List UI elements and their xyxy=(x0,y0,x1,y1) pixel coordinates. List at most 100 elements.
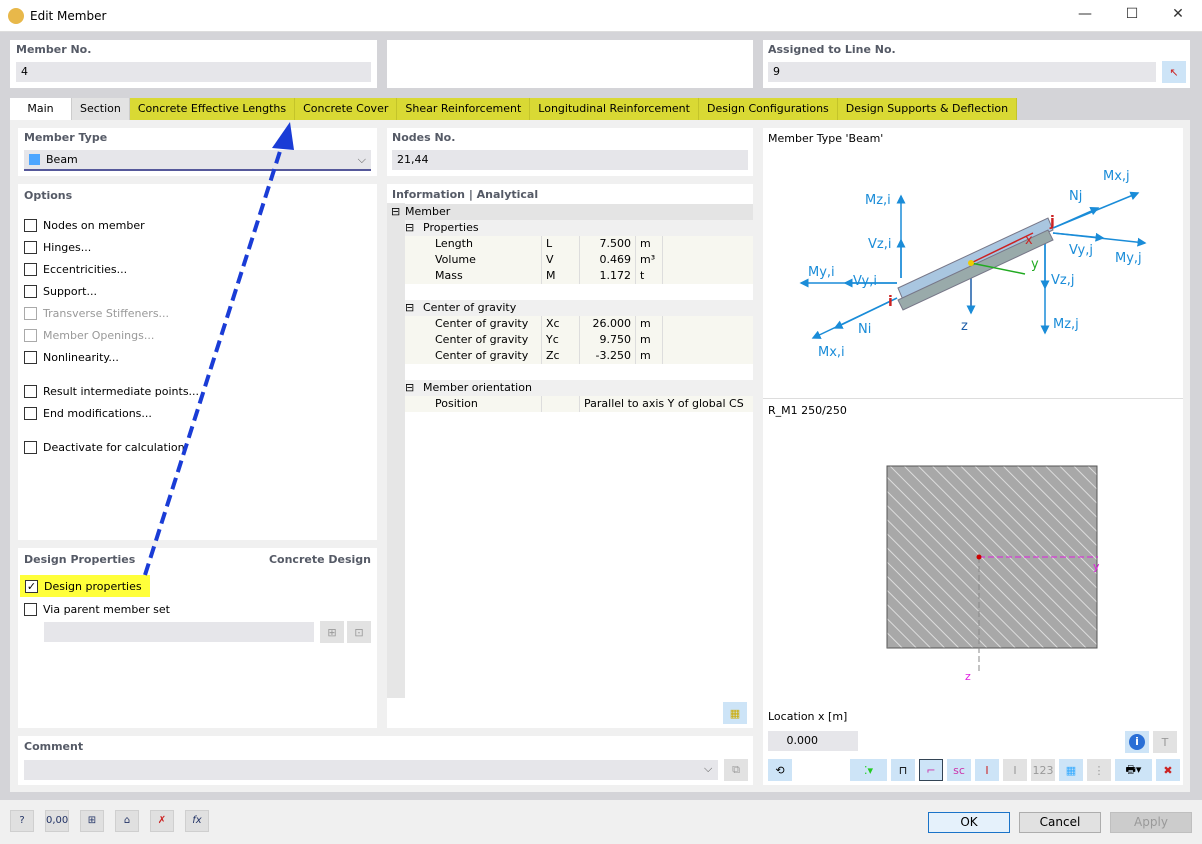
via-parent-text: Via parent member set xyxy=(43,602,170,616)
chevron-down-icon: ⌵ xyxy=(704,762,713,775)
property-unit: t xyxy=(635,268,663,284)
tree-gutter xyxy=(387,203,405,698)
properties-text: Properties xyxy=(423,221,479,234)
option-label: End modifications... xyxy=(43,406,152,420)
option-checkbox[interactable]: Result intermediate points... xyxy=(24,380,371,402)
tab-concrete-effective-lengths[interactable]: Concrete Effective Lengths xyxy=(129,98,296,120)
tab-main[interactable]: Main xyxy=(10,98,72,120)
cancel-button[interactable]: Cancel xyxy=(1019,812,1101,833)
nodes-panel: Nodes No. 21,44 xyxy=(387,128,753,176)
apply-button[interactable]: Apply xyxy=(1110,812,1192,833)
blank-panel xyxy=(387,40,753,88)
option-checkbox[interactable]: Support... xyxy=(24,280,371,302)
label-mxi: Mx,i xyxy=(818,345,845,360)
parent-member-set-input[interactable] xyxy=(44,622,314,642)
dimension-button[interactable]: ⊓ xyxy=(891,759,915,781)
checkbox-icon xyxy=(24,240,37,254)
property-symbol: Zc xyxy=(541,348,579,364)
reset-view-button[interactable]: ✖ xyxy=(1156,759,1180,781)
comment-label: Comment xyxy=(24,740,84,753)
tab-shear-reinforcement[interactable]: Shear Reinforcement xyxy=(397,98,531,120)
member-type-panel: Member Type Beam ⌵ xyxy=(18,128,377,176)
option-checkbox[interactable]: Transverse Stiffeners... xyxy=(24,302,371,324)
ok-button[interactable]: OK xyxy=(928,812,1010,833)
section-view-button[interactable]: T xyxy=(1153,731,1177,753)
location-input[interactable]: 0.000 xyxy=(768,731,858,751)
option-checkbox[interactable]: Member Openings... xyxy=(24,324,371,346)
tab-concrete-cover[interactable]: Concrete Cover xyxy=(295,98,398,120)
info-button[interactable]: i xyxy=(1125,731,1149,753)
label-mxj: Mx,j xyxy=(1103,169,1130,184)
minimize-button[interactable]: — xyxy=(1078,6,1092,22)
orientation-text: Member orientation xyxy=(423,381,532,394)
comment-input[interactable] xyxy=(24,760,718,780)
options-panel: Options Nodes on member Hinges... Eccentri… xyxy=(18,184,377,540)
label-y: y xyxy=(1031,257,1039,272)
shear-center-button[interactable]: sc xyxy=(947,759,971,781)
print-button[interactable]: 🖶▾ xyxy=(1115,759,1152,781)
delete-button[interactable]: ✗ xyxy=(150,810,174,832)
comment-library-button[interactable]: ⧉ xyxy=(724,759,748,781)
rotate-view-icon: ⟲ xyxy=(775,763,785,777)
label-j: j xyxy=(1049,214,1055,230)
tab-design-configurations[interactable]: Design Configurations xyxy=(698,98,838,120)
beam-color-swatch xyxy=(29,154,40,165)
property-row: Center of gravity Yc 9.750 m xyxy=(405,332,753,348)
property-name: Length xyxy=(435,237,473,250)
points-dropdown-button[interactable]: ⁚▾ xyxy=(850,759,887,781)
preview-panel: Member Type 'Beam' Mz,i Vz,i My,i Vy,i N… xyxy=(763,128,1183,785)
nodes-input[interactable]: 21,44 xyxy=(392,150,748,170)
close-button[interactable]: ✕ xyxy=(1172,6,1184,22)
tab-bar: Main Section Concrete Effective Lengths … xyxy=(10,98,1018,120)
formula-button[interactable]: fx xyxy=(185,810,209,832)
divider xyxy=(763,398,1183,399)
help-button[interactable]: ? xyxy=(10,810,34,832)
property-unit: m xyxy=(635,316,663,332)
tab-section[interactable]: Section xyxy=(72,98,130,120)
member-no-panel: Member No. 4 xyxy=(10,40,377,88)
pick-line-button[interactable]: ↖ xyxy=(1162,61,1186,83)
assigned-panel: Assigned to Line No. 9 ↖ xyxy=(763,40,1190,88)
option-checkbox[interactable]: Nodes on member xyxy=(24,214,371,236)
property-value: 1.172 xyxy=(579,268,635,284)
label-vzj: Vz,j xyxy=(1051,273,1074,288)
via-parent-checkbox[interactable]: Via parent member set xyxy=(24,598,170,620)
beam-diagram: Mz,i Vz,i My,i Vy,i Ni Mx,i Nj Mx,j Vy,j… xyxy=(799,169,1147,360)
view-button[interactable]: ⌂ xyxy=(115,810,139,832)
label-z: z xyxy=(961,319,968,334)
numbering-button[interactable]: 123 xyxy=(1031,759,1055,781)
outline-button[interactable]: I xyxy=(1003,759,1027,781)
units-button[interactable]: 0,00 xyxy=(45,810,69,832)
tree-node-member[interactable]: ⊟ Member xyxy=(391,204,753,220)
label-myi: My,i xyxy=(808,265,835,280)
option-checkbox[interactable]: Deactivate for calculation xyxy=(24,436,371,458)
member-type-select[interactable]: Beam ⌵ xyxy=(24,150,371,171)
new-set-button[interactable]: ⊞ xyxy=(320,621,344,643)
design-properties-checkbox[interactable]: ✓ Design properties xyxy=(20,575,150,597)
tree-node-properties[interactable]: ⊟ Properties xyxy=(405,220,753,236)
tree-node-member-orientation[interactable]: ⊟ Member orientation xyxy=(405,380,753,396)
table-export-button[interactable]: ▦ xyxy=(723,702,747,724)
axes-button[interactable]: ⌐ xyxy=(919,759,943,781)
tab-longitudinal-reinforcement[interactable]: Longitudinal Reinforcement xyxy=(530,98,699,120)
grid-button[interactable]: ▦ xyxy=(1059,759,1083,781)
design-properties-panel: Design Properties Concrete Design ✓ Desig… xyxy=(18,548,377,728)
tab-design-supports-deflection[interactable]: Design Supports & Deflection xyxy=(837,98,1018,120)
option-checkbox[interactable]: End modifications... xyxy=(24,402,371,424)
model-button[interactable]: ⊞ xyxy=(80,810,104,832)
maximize-button[interactable]: ☐ xyxy=(1125,6,1139,22)
option-checkbox[interactable]: Eccentricities... xyxy=(24,258,371,280)
option-checkbox[interactable]: Hinges... xyxy=(24,236,371,258)
tree-node-center-of-gravity[interactable]: ⊟ Center of gravity xyxy=(405,300,753,316)
model-icon: ⊞ xyxy=(87,815,97,826)
dots-button[interactable]: ⋮ xyxy=(1087,759,1111,781)
option-label: Transverse Stiffeners... xyxy=(43,306,170,320)
assigned-line-input[interactable]: 9 xyxy=(768,62,1156,82)
member-no-input[interactable]: 4 xyxy=(16,62,371,82)
stress-points-button[interactable]: I xyxy=(975,759,999,781)
edit-set-button[interactable]: ⊡ xyxy=(347,621,371,643)
rotate-view-button[interactable]: ⟲ xyxy=(768,759,792,781)
label-vyj: Vy,j xyxy=(1069,243,1093,258)
option-checkbox[interactable]: Nonlinearity... xyxy=(24,346,371,368)
copy-icon: ⧉ xyxy=(732,763,740,776)
